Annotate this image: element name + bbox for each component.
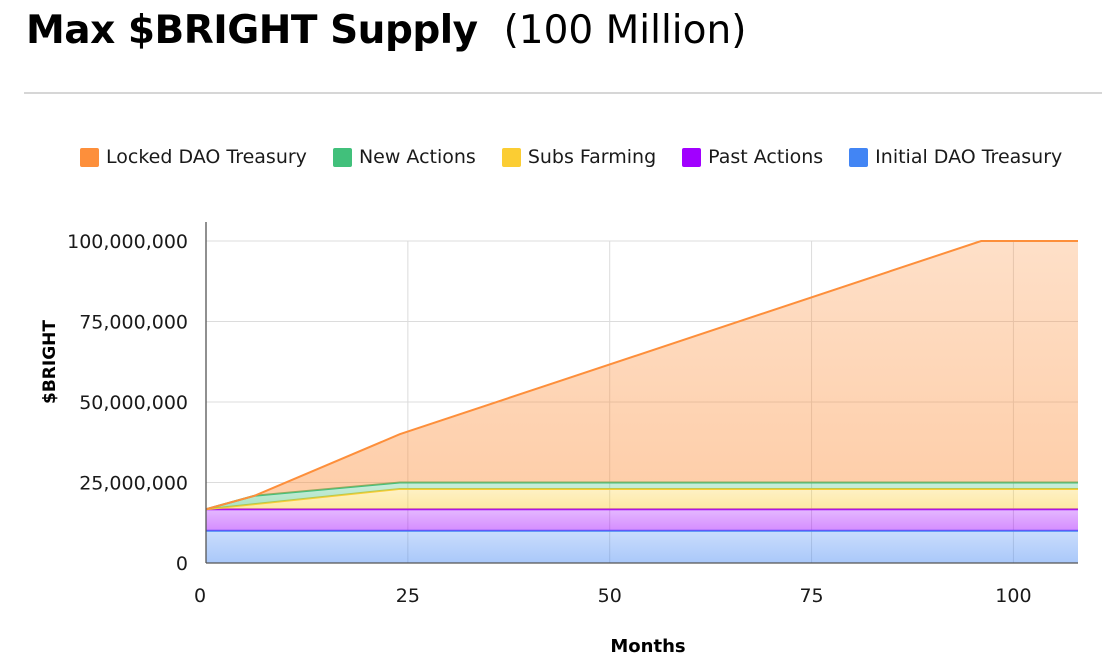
y-tick-label: 100,000,000 xyxy=(67,231,188,253)
legend-label: Subs Farming xyxy=(527,146,657,168)
x-tick-label: 100 xyxy=(995,585,1031,607)
x-tick-label: 0 xyxy=(194,585,206,607)
area-subs-farming xyxy=(206,488,1078,510)
legend: Locked DAO Treasury New Actions Subs Farmi… xyxy=(80,146,1088,168)
legend-item: Initial DAO Treasury xyxy=(849,146,1062,168)
legend-label: Past Actions xyxy=(708,146,824,168)
chart-subtitle: (100 Million) xyxy=(503,8,747,53)
legend-swatch xyxy=(80,147,99,167)
chart-title: Max $BRIGHT Supply xyxy=(26,8,478,53)
legend-swatch xyxy=(682,147,702,167)
legend-item: Subs Farming xyxy=(501,146,657,168)
area-initial-dao-treasury xyxy=(206,530,1078,563)
x-tick-label: 50 xyxy=(598,585,622,607)
legend-swatch xyxy=(849,147,869,167)
legend-item: New Actions xyxy=(332,146,476,168)
x-tick-label: 25 xyxy=(396,585,420,607)
legend-item: Locked DAO Treasury xyxy=(80,146,307,168)
legend-label: Locked DAO Treasury xyxy=(106,146,307,168)
area-past-actions xyxy=(206,509,1078,531)
area-locked-dao-treasury xyxy=(206,241,1078,510)
legend-item: Past Actions xyxy=(682,146,823,168)
y-tick-label: 25,000,000 xyxy=(79,473,188,495)
header-divider xyxy=(24,92,1102,94)
legend-swatch xyxy=(501,147,521,167)
legend-swatch xyxy=(332,147,352,167)
legend-label: New Actions xyxy=(358,146,476,168)
x-tick-label: 75 xyxy=(799,585,823,607)
legend-label: Initial DAO Treasury xyxy=(875,146,1063,168)
y-tick-label: 50,000,000 xyxy=(79,392,188,414)
line-locked-dao-treasury xyxy=(205,240,1078,511)
x-axis-label: Months xyxy=(610,636,686,657)
y-tick-label: 75,000,000 xyxy=(79,312,188,334)
area-new-actions xyxy=(206,482,1078,510)
y-axis-label: $BRIGHT xyxy=(39,320,60,404)
y-tick-label: 0 xyxy=(176,553,188,575)
chart-header: Max $BRIGHT Supply (100 Million) xyxy=(26,8,746,68)
